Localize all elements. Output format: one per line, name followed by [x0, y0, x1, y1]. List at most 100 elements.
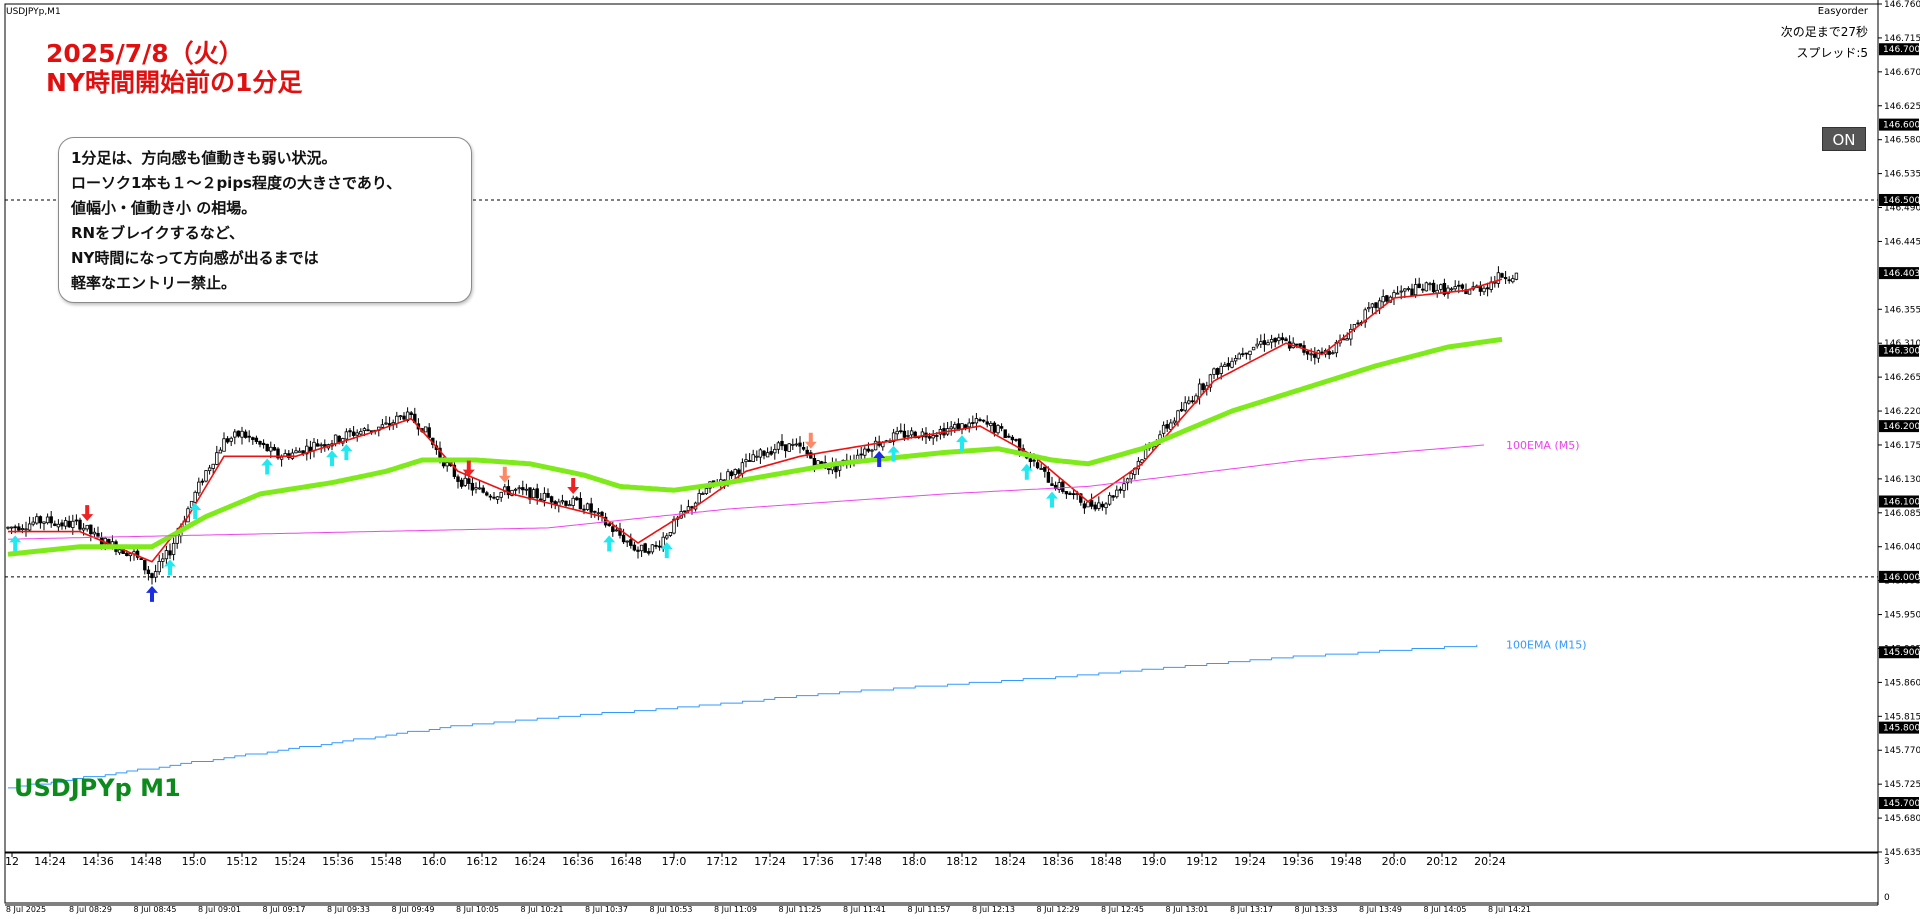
date-tick-label: 8 Jul 13:17	[1230, 905, 1273, 914]
candle-body	[1413, 284, 1418, 296]
candle-body	[1399, 290, 1403, 293]
time-tick-label: 14:36	[82, 855, 114, 868]
signal-arrow-up	[9, 535, 22, 552]
candle-body	[261, 442, 266, 446]
time-tick-label: 12	[5, 855, 19, 868]
time-tick-label: 15:24	[274, 855, 306, 868]
candle-body	[535, 488, 539, 499]
date-tick-label: 8 Jul 14:21	[1488, 905, 1531, 914]
candle-body	[582, 508, 586, 511]
indicator-100ema-m15-	[8, 644, 1478, 789]
candle-body	[344, 431, 349, 440]
candle-body	[470, 482, 475, 491]
candle-body	[1215, 368, 1220, 375]
candle-body	[269, 446, 273, 452]
date-tick-label: 8 Jul 09:17	[263, 905, 306, 914]
price-tick-label: 145.950	[1884, 611, 1920, 621]
candle-body	[1485, 287, 1490, 290]
candle-body	[495, 496, 500, 500]
price-label-box	[1879, 193, 1919, 206]
candle-body	[53, 523, 57, 526]
candle-body	[935, 435, 939, 437]
candle-body	[1003, 429, 1007, 439]
candle-body	[1104, 503, 1108, 509]
date-tick-label: 8 Jul 09:33	[327, 905, 370, 914]
candle-body	[737, 469, 741, 474]
signal-arrow-up	[956, 435, 968, 452]
price-label: 145.700	[1883, 799, 1920, 809]
candle-body	[1226, 362, 1231, 367]
candle-body	[1219, 365, 1223, 374]
time-tick-label: 17:12	[706, 855, 738, 868]
candle-body	[996, 425, 1000, 434]
candle-body	[92, 531, 97, 535]
candle-body	[780, 440, 784, 447]
candle-body	[348, 430, 352, 433]
candle-body	[240, 430, 244, 438]
time-tick-label: 18:0	[902, 855, 927, 868]
candle-body	[305, 445, 309, 455]
time-tick-label: 16:12	[466, 855, 498, 868]
candle-body	[459, 479, 464, 487]
price-label-box	[1879, 43, 1919, 56]
candle-body	[1377, 300, 1382, 309]
price-tick-label: 146.490	[1884, 204, 1920, 214]
time-tick-label: 18:48	[1090, 855, 1122, 868]
candle-body	[247, 435, 251, 438]
on-button[interactable]: ON	[1822, 127, 1866, 151]
comment-line: NY時間になって方向感が出るまでは	[71, 249, 319, 267]
candle-body	[1115, 489, 1119, 498]
candle-body	[272, 447, 277, 451]
candle-body	[560, 500, 565, 503]
time-tick-label: 20:0	[1382, 855, 1407, 868]
candle-body	[355, 432, 359, 436]
candle-body	[243, 431, 248, 438]
easyorder-label[interactable]: Easyorder	[1817, 6, 1868, 17]
candle-body	[1190, 400, 1195, 403]
candle-body	[971, 422, 975, 424]
candle-body	[765, 452, 770, 458]
signal-arrow-up	[261, 458, 274, 475]
date-tick-label: 8 Jul 10:37	[585, 905, 628, 914]
signal-arrow-up	[1020, 463, 1033, 480]
date-tick-label: 8 Jul 08:29	[69, 905, 112, 914]
candle-body	[391, 422, 395, 425]
candle-body	[1255, 343, 1259, 347]
candle-body	[1345, 338, 1349, 341]
candle-body	[380, 424, 385, 428]
candle-body	[1071, 493, 1076, 496]
price-label-box	[1879, 420, 1919, 433]
candle-body	[1403, 288, 1407, 292]
price-tick-label: 145.635	[1884, 848, 1920, 858]
price-tick-label: 145.680	[1884, 814, 1920, 824]
candle-body	[866, 448, 871, 452]
candle-body	[146, 569, 151, 575]
candle-body	[1118, 488, 1123, 491]
candle-body	[63, 520, 68, 527]
signal-arrow-down	[81, 505, 94, 522]
candle-body	[1262, 340, 1267, 345]
candle-body	[564, 500, 568, 506]
candle-body	[575, 497, 579, 501]
candle-body	[625, 540, 629, 543]
candle-body	[1223, 364, 1227, 367]
candle-body	[200, 480, 205, 483]
candle-body	[74, 519, 79, 522]
candle-body	[729, 471, 734, 477]
price-tick-label: 146.310	[1884, 339, 1920, 349]
candle-body	[1381, 296, 1385, 303]
candle-body	[1251, 346, 1256, 351]
candle-body	[654, 545, 658, 547]
candle-body	[1305, 351, 1310, 355]
candle-body	[1410, 288, 1414, 296]
price-tick-label: 146.355	[1884, 305, 1920, 315]
candle-body	[621, 534, 626, 543]
candle-body	[319, 444, 323, 447]
date-tick-label: 8 Jul 10:53	[650, 905, 693, 914]
candle-body	[1428, 283, 1432, 286]
candle-body	[452, 464, 457, 477]
candle-body	[488, 495, 493, 498]
candle-body	[805, 449, 809, 455]
candle-body	[315, 443, 320, 447]
